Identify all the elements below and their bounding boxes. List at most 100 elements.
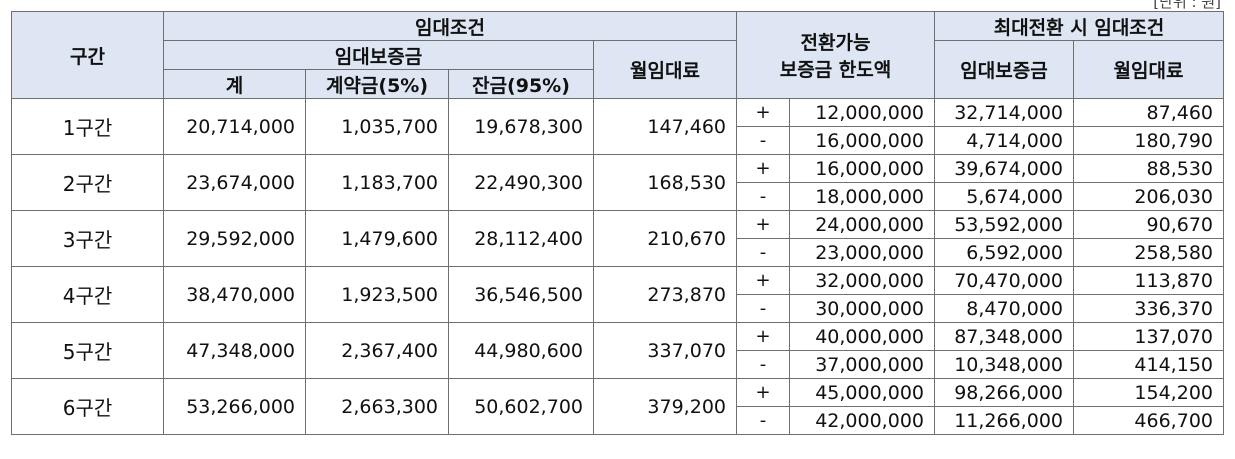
deposit-total-cell: 53,266,000 (163, 378, 306, 435)
table-row: -16,000,000 4,714,000 180,790 (12, 126, 1224, 155)
max-rent-cell: 466,700 (1073, 406, 1224, 435)
table-row: 2구간 23,674,000 1,183,700 22,490,300 168,530 +… (11, 154, 1224, 211)
header-convertible-line2: 보증금 한도액 (779, 59, 892, 81)
max-rent-cell: 180,790 (1073, 126, 1224, 155)
convertible-limit-cell: 42,000,000 (789, 406, 935, 435)
section-cell: 5구간 (11, 322, 164, 379)
plus-sign-cell: + (736, 98, 790, 127)
max-rent-cell: 88,530 (1073, 154, 1224, 183)
down-payment-cell: 1,035,700 (305, 98, 449, 155)
balance-cell: 50,602,700 (448, 378, 594, 435)
monthly-rent-cell: 210,670 (593, 210, 737, 267)
deposit-total-cell: 47,348,000 (163, 322, 306, 379)
max-rent-cell: 414,150 (1073, 350, 1224, 379)
max-deposit-cell: 70,470,000 (934, 266, 1074, 295)
max-deposit-cell: 5,674,000 (934, 182, 1074, 211)
deposit-total-cell: 29,592,000 (163, 210, 306, 267)
table-row: 1구간 20,714,000 1,035,700 19,678,300 147,460 +… (11, 98, 1224, 155)
monthly-rent-cell: 147,460 (593, 98, 737, 155)
lease-conditions-table: 구간 임대조건 전환가능 보증금 한도액 최대전환 시 임대조건 임대보증금 월… (11, 11, 1224, 435)
convertible-limit-cell: 12,000,000 (789, 98, 935, 127)
max-rent-cell: 258,580 (1073, 238, 1224, 267)
plus-sign-cell: + (736, 154, 790, 183)
down-payment-cell: 1,183,700 (305, 154, 449, 211)
header-total: 계 (163, 69, 306, 99)
table-row: 3구간 29,592,000 1,479,600 28,112,400 210,670 +… (11, 210, 1224, 267)
convertible-limit-cell: 16,000,000 (789, 154, 935, 183)
balance-cell: 19,678,300 (448, 98, 594, 155)
header-balance: 잔금(95%) (448, 69, 594, 99)
convertible-limit-cell: 18,000,000 (789, 182, 935, 211)
minus-sign-cell: - (736, 350, 790, 379)
max-rent-cell: 336,370 (1073, 294, 1224, 323)
monthly-rent-cell: 337,070 (593, 322, 737, 379)
balance-cell: 22,490,300 (448, 154, 594, 211)
header-monthly-rent: 월임대료 (593, 40, 737, 99)
deposit-total-cell: 20,714,000 (163, 98, 306, 155)
max-deposit-cell: 10,348,000 (934, 350, 1074, 379)
header-max-conversion: 최대전환 시 임대조건 (934, 11, 1224, 41)
deposit-total-cell: 38,470,000 (163, 266, 306, 323)
convertible-limit-cell: 37,000,000 (789, 350, 935, 379)
table-row: -42,000,000 11,266,000 466,700 (12, 406, 1224, 435)
max-deposit-cell: 11,266,000 (934, 406, 1074, 435)
table-row: -23,000,000 6,592,000 258,580 (12, 238, 1224, 267)
max-deposit-cell: 6,592,000 (934, 238, 1074, 267)
monthly-rent-cell: 168,530 (593, 154, 737, 211)
table-row: -37,000,000 10,348,000 414,150 (12, 350, 1224, 379)
header-lease-deposit: 임대보증금 (163, 40, 594, 70)
max-rent-cell: 137,070 (1073, 322, 1224, 351)
convertible-limit-cell: 32,000,000 (789, 266, 935, 295)
down-payment-cell: 1,923,500 (305, 266, 449, 323)
max-deposit-cell: 39,674,000 (934, 154, 1074, 183)
header-max-deposit: 임대보증금 (934, 40, 1074, 99)
convertible-limit-cell: 16,000,000 (789, 126, 935, 155)
header-lease-conditions: 임대조건 (163, 11, 737, 41)
plus-sign-cell: + (736, 210, 790, 239)
section-cell: 6구간 (11, 378, 164, 435)
convertible-limit-cell: 23,000,000 (789, 238, 935, 267)
convertible-limit-cell: 40,000,000 (789, 322, 935, 351)
max-deposit-cell: 8,470,000 (934, 294, 1074, 323)
section-cell: 3구간 (11, 210, 164, 267)
header-max-monthly-rent: 월임대료 (1073, 40, 1224, 99)
table-row: -30,000,000 8,470,000 336,370 (12, 294, 1224, 323)
plus-sign-cell: + (736, 266, 790, 295)
convertible-limit-cell: 45,000,000 (789, 378, 935, 407)
convertible-limit-cell: 30,000,000 (789, 294, 935, 323)
minus-sign-cell: - (736, 406, 790, 435)
max-rent-cell: 87,460 (1073, 98, 1224, 127)
balance-cell: 44,980,600 (448, 322, 594, 379)
table-row: 5구간 47,348,000 2,367,400 44,980,600 337,070 +… (11, 322, 1224, 379)
table-body: 1구간 20,714,000 1,035,700 19,678,300 147,460 +… (11, 98, 1224, 435)
table-row: 6구간 53,266,000 2,663,300 50,602,700 379,200 +… (11, 378, 1224, 435)
minus-sign-cell: - (736, 238, 790, 267)
table-row: 4구간 38,470,000 1,923,500 36,546,500 273,870 +… (11, 266, 1224, 323)
convertible-limit-cell: 24,000,000 (789, 210, 935, 239)
minus-sign-cell: - (736, 294, 790, 323)
section-cell: 4구간 (11, 266, 164, 323)
down-payment-cell: 2,367,400 (305, 322, 449, 379)
balance-cell: 28,112,400 (448, 210, 594, 267)
minus-sign-cell: - (736, 126, 790, 155)
max-rent-cell: 206,030 (1073, 182, 1224, 211)
max-rent-cell: 154,200 (1073, 378, 1224, 407)
plus-sign-cell: + (736, 378, 790, 407)
header-down-payment: 계약금(5%) (305, 69, 449, 99)
header-convertible-line1: 전환가능 (800, 32, 871, 54)
minus-sign-cell: - (736, 182, 790, 211)
down-payment-cell: 1,479,600 (305, 210, 449, 267)
max-rent-cell: 90,670 (1073, 210, 1224, 239)
balance-cell: 36,546,500 (448, 266, 594, 323)
section-cell: 2구간 (11, 154, 164, 211)
unit-note: [단위 : 원] (1153, 0, 1221, 11)
max-deposit-cell: 32,714,000 (934, 98, 1074, 127)
plus-sign-cell: + (736, 322, 790, 351)
monthly-rent-cell: 273,870 (593, 266, 737, 323)
monthly-rent-cell: 379,200 (593, 378, 737, 435)
section-cell: 1구간 (11, 98, 164, 155)
header-section: 구간 (11, 11, 164, 99)
max-deposit-cell: 98,266,000 (934, 378, 1074, 407)
max-deposit-cell: 4,714,000 (934, 126, 1074, 155)
deposit-total-cell: 23,674,000 (163, 154, 306, 211)
